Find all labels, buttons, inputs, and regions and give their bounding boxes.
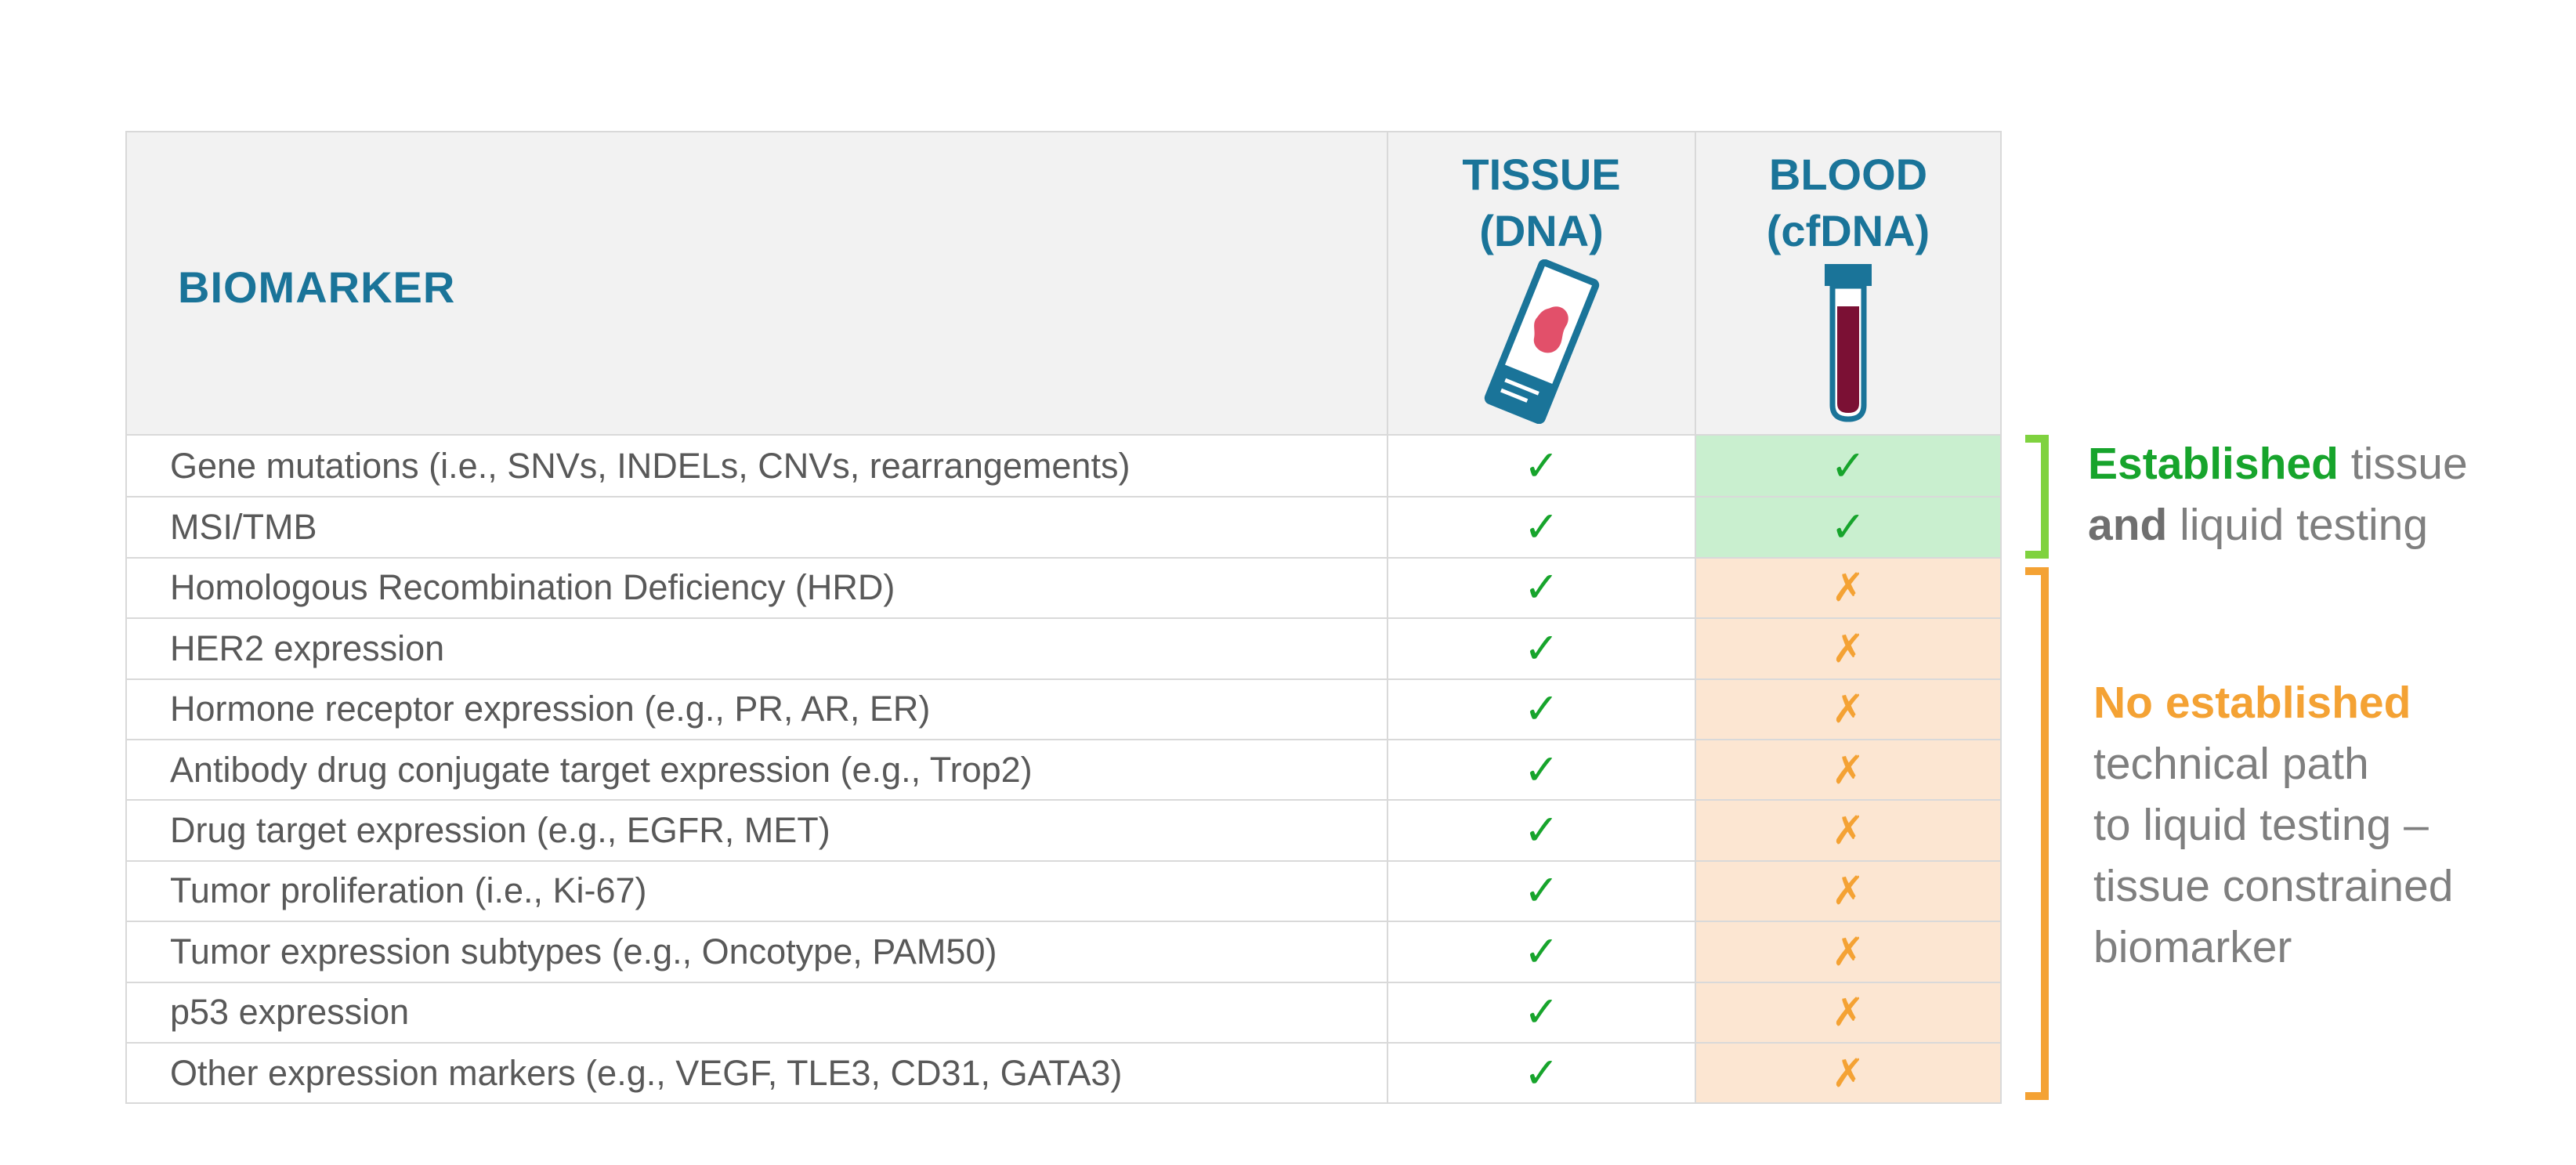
not-established-line3: tissue constrained xyxy=(2093,861,2454,911)
tissue-header-cell: TISSUE (DNA) xyxy=(1387,132,1695,434)
tissue-header: TISSUE (DNA) xyxy=(1388,147,1695,259)
tissue-cell: ✓ xyxy=(1387,740,1695,800)
biomarker-label: p53 expression xyxy=(170,992,410,1033)
biomarker-label: Gene mutations (i.e., SNVs, INDELs, CNVs… xyxy=(170,445,1131,486)
blood-cell: ✗ xyxy=(1695,619,2000,678)
check-icon: ✓ xyxy=(1523,624,1560,672)
blood-cell: ✓ xyxy=(1695,436,2000,497)
cross-icon: ✗ xyxy=(1832,809,1865,853)
table-row: Homologous Recombination Deficiency (HRD… xyxy=(127,556,2000,618)
tissue-cell: ✓ xyxy=(1387,497,1695,557)
table-row: Hormone receptor expression (e.g., PR, A… xyxy=(127,678,2000,739)
tissue-header-line2: (DNA) xyxy=(1479,206,1604,255)
check-icon: ✓ xyxy=(1523,867,1560,915)
cross-icon: ✗ xyxy=(1832,929,1865,974)
blood-cell: ✓ xyxy=(1695,497,2000,557)
established-bracket xyxy=(2025,435,2049,559)
tissue-cell: ✓ xyxy=(1387,1043,1695,1103)
check-icon: ✓ xyxy=(1523,989,1560,1037)
table-row: Tumor proliferation (i.e., Ki-67) ✓ ✗ xyxy=(127,859,2000,921)
established-note-text1: tissue xyxy=(2338,439,2468,489)
tissue-slide-icon xyxy=(1484,259,1599,424)
established-note-line1: Established tissue xyxy=(2088,433,2468,494)
check-icon: ✓ xyxy=(1523,564,1560,612)
cross-icon: ✗ xyxy=(1832,1051,1865,1095)
biomarker-label: Hormone receptor expression (e.g., PR, A… xyxy=(170,689,931,729)
blood-header-cell: BLOOD (cfDNA) xyxy=(1695,132,2000,434)
established-note-line2: and liquid testing xyxy=(2088,494,2468,555)
tissue-cell: ✓ xyxy=(1387,861,1695,921)
biomarker-label: MSI/TMB xyxy=(170,507,317,548)
table-row: HER2 expression ✓ ✗ xyxy=(127,617,2000,678)
blood-cell: ✗ xyxy=(1695,1043,2000,1103)
blood-cell: ✗ xyxy=(1695,679,2000,739)
tissue-cell: ✓ xyxy=(1387,436,1695,497)
check-icon: ✓ xyxy=(1830,442,1866,490)
tissue-cell: ✓ xyxy=(1387,982,1695,1042)
established-note-text2: liquid testing xyxy=(2167,500,2429,550)
tissue-header-line1: TISSUE xyxy=(1462,150,1621,199)
established-note: Established tissue and liquid testing xyxy=(2088,433,2468,555)
table-header: BIOMARKER TISSUE (DNA) xyxy=(127,132,2000,436)
cross-icon: ✗ xyxy=(1832,626,1865,671)
blood-header-line1: BLOOD xyxy=(1768,150,1928,199)
cross-icon: ✗ xyxy=(1832,566,1865,610)
not-established-emphasis: No established xyxy=(2093,678,2411,728)
check-icon: ✓ xyxy=(1523,504,1560,552)
biomarker-label: Antibody drug conjugate target expressio… xyxy=(170,749,1033,790)
biomarker-label: Drug target expression (e.g., EGFR, MET) xyxy=(170,810,830,851)
blood-tube-icon xyxy=(1825,264,1872,422)
table-row: Antibody drug conjugate target expressio… xyxy=(127,738,2000,800)
table-row: Other expression markers (e.g., VEGF, TL… xyxy=(127,1041,2000,1103)
cross-icon: ✗ xyxy=(1832,747,1865,792)
check-icon: ✓ xyxy=(1523,442,1560,490)
table-row: p53 expression ✓ ✗ xyxy=(127,981,2000,1042)
cross-icon: ✗ xyxy=(1832,990,1865,1035)
check-icon: ✓ xyxy=(1523,686,1560,733)
not-established-line1: technical path xyxy=(2093,739,2369,789)
check-icon: ✓ xyxy=(1523,928,1560,975)
biomarker-table: BIOMARKER TISSUE (DNA) xyxy=(125,131,2002,1105)
biomarker-label: Other expression markers (e.g., VEGF, TL… xyxy=(170,1052,1123,1093)
biomarker-header-cell: BIOMARKER xyxy=(127,132,1387,434)
blood-header: BLOOD (cfDNA) xyxy=(1696,147,2000,259)
table-body: Gene mutations (i.e., SNVs, INDELs, CNVs… xyxy=(127,436,2000,1103)
check-icon: ✓ xyxy=(1830,504,1866,552)
not-established-bracket xyxy=(2025,567,2049,1100)
not-established-line2: to liquid testing – xyxy=(2093,800,2429,850)
check-icon: ✓ xyxy=(1523,807,1560,855)
tissue-cell: ✓ xyxy=(1387,922,1695,982)
cross-icon: ✗ xyxy=(1832,687,1865,732)
tissue-cell: ✓ xyxy=(1387,679,1695,739)
table-row: MSI/TMB ✓ ✓ xyxy=(127,496,2000,557)
biomarker-label: Tumor expression subtypes (e.g., Oncotyp… xyxy=(170,931,997,971)
blood-header-line2: (cfDNA) xyxy=(1766,206,1930,255)
blood-cell: ✗ xyxy=(1695,982,2000,1042)
check-icon: ✓ xyxy=(1523,746,1560,794)
biomarker-label: HER2 expression xyxy=(170,628,445,668)
check-icon: ✓ xyxy=(1523,1049,1560,1097)
blood-cell: ✗ xyxy=(1695,861,2000,921)
and-emphasis: and xyxy=(2088,500,2168,550)
tissue-cell: ✓ xyxy=(1387,558,1695,618)
biomarker-label: Tumor proliferation (i.e., Ki-67) xyxy=(170,870,647,911)
not-established-note: No established technical path to liquid … xyxy=(2093,672,2453,978)
tissue-cell: ✓ xyxy=(1387,619,1695,678)
biomarker-label: Homologous Recombination Deficiency (HRD… xyxy=(170,567,895,608)
blood-cell: ✗ xyxy=(1695,801,2000,860)
tissue-cell: ✓ xyxy=(1387,801,1695,860)
biomarker-header: BIOMARKER xyxy=(178,262,456,312)
blood-cell: ✗ xyxy=(1695,558,2000,618)
blood-cell: ✗ xyxy=(1695,922,2000,982)
not-established-line4: biomarker xyxy=(2093,922,2292,972)
cross-icon: ✗ xyxy=(1832,869,1865,914)
established-emphasis: Established xyxy=(2088,439,2339,489)
table-row: Tumor expression subtypes (e.g., Oncotyp… xyxy=(127,921,2000,982)
blood-cell: ✗ xyxy=(1695,740,2000,800)
table-row: Gene mutations (i.e., SNVs, INDELs, CNVs… xyxy=(127,436,2000,497)
table-row: Drug target expression (e.g., EGFR, MET)… xyxy=(127,799,2000,860)
